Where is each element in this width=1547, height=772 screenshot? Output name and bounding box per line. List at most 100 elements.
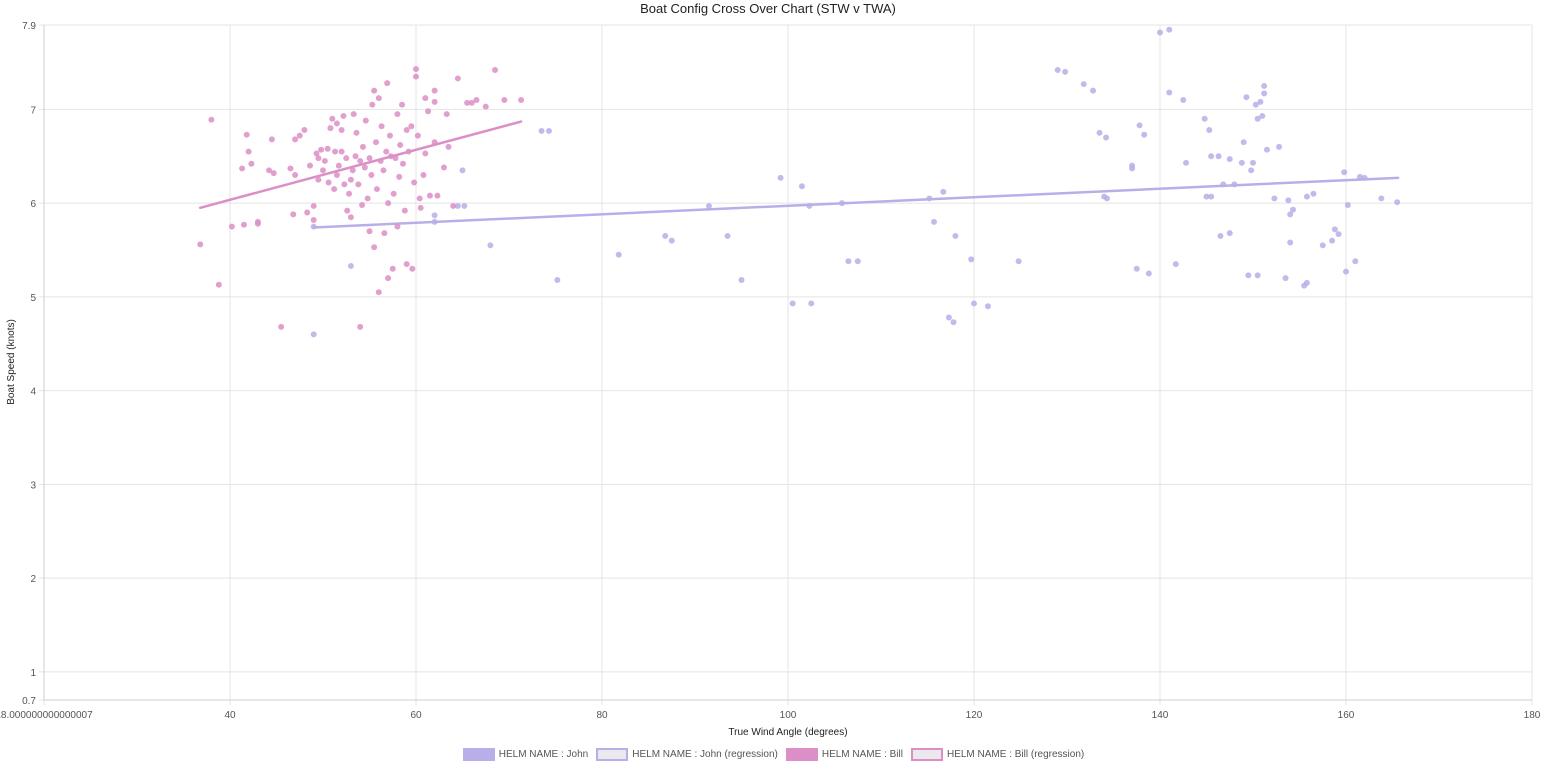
legend-item[interactable]: HELM NAME : Bill (regression) <box>910 747 1084 761</box>
data-point[interactable] <box>1289 206 1296 213</box>
legend-item[interactable]: HELM NAME : Bill <box>785 747 903 761</box>
data-point[interactable] <box>518 97 525 103</box>
data-point[interactable] <box>384 80 391 87</box>
data-point[interactable] <box>1217 232 1224 239</box>
data-point[interactable] <box>738 277 745 283</box>
data-point[interactable] <box>1394 199 1401 206</box>
data-point[interactable] <box>389 265 396 272</box>
data-point[interactable] <box>468 99 475 106</box>
data-point[interactable] <box>1208 153 1215 160</box>
data-point[interactable] <box>1261 90 1268 97</box>
data-point[interactable] <box>1220 181 1227 188</box>
data-point[interactable] <box>931 218 938 225</box>
data-point[interactable] <box>968 256 975 263</box>
data-point[interactable] <box>239 165 246 172</box>
data-point[interactable] <box>270 170 277 177</box>
data-point[interactable] <box>324 145 331 152</box>
data-point[interactable] <box>349 167 356 174</box>
data-point[interactable] <box>1054 67 1061 73</box>
data-point[interactable] <box>668 237 675 244</box>
data-point[interactable] <box>386 132 393 139</box>
data-point[interactable] <box>425 108 432 115</box>
data-point[interactable] <box>422 150 429 157</box>
data-point[interactable] <box>333 120 340 127</box>
data-point[interactable] <box>806 202 813 209</box>
data-point[interactable] <box>1145 270 1152 277</box>
data-point[interactable] <box>777 174 784 181</box>
data-point[interactable] <box>340 112 347 119</box>
data-point[interactable] <box>332 148 339 155</box>
data-point[interactable] <box>373 139 380 146</box>
data-point[interactable] <box>1090 87 1097 94</box>
data-point[interactable] <box>352 153 359 160</box>
data-point[interactable] <box>798 183 805 190</box>
data-point[interactable] <box>197 241 204 248</box>
data-point[interactable] <box>1226 156 1233 163</box>
data-point[interactable] <box>1203 193 1210 200</box>
data-point[interactable] <box>375 289 382 296</box>
data-point[interactable] <box>310 331 317 338</box>
data-point[interactable] <box>473 97 480 103</box>
data-point[interactable] <box>461 202 468 209</box>
data-point[interactable] <box>1231 181 1238 188</box>
data-point[interactable] <box>1245 272 1252 279</box>
data-point[interactable] <box>371 87 378 94</box>
data-point[interactable] <box>343 155 350 162</box>
data-point[interactable] <box>1285 197 1292 204</box>
data-point[interactable] <box>347 262 354 269</box>
data-point[interactable] <box>413 66 419 73</box>
data-point[interactable] <box>364 195 371 202</box>
data-point[interactable] <box>245 148 252 155</box>
data-point[interactable] <box>1310 190 1317 197</box>
data-point[interactable] <box>450 202 457 209</box>
data-point[interactable] <box>431 218 438 225</box>
data-point[interactable] <box>464 99 471 106</box>
data-point[interactable] <box>403 127 410 133</box>
data-point[interactable] <box>268 136 275 143</box>
data-point[interactable] <box>501 97 508 103</box>
data-point[interactable] <box>362 117 369 124</box>
data-point[interactable] <box>380 167 387 174</box>
data-point[interactable] <box>1136 122 1143 129</box>
data-point[interactable] <box>320 167 326 174</box>
data-point[interactable] <box>347 176 354 183</box>
data-point[interactable] <box>296 132 303 139</box>
data-point[interactable] <box>397 142 404 148</box>
data-point[interactable] <box>347 214 354 221</box>
data-point[interactable] <box>1257 98 1264 105</box>
data-point[interactable] <box>401 207 408 214</box>
legend-item[interactable]: HELM NAME : John <box>462 747 588 761</box>
data-point[interactable] <box>945 314 952 321</box>
data-point[interactable] <box>335 162 342 169</box>
data-point[interactable] <box>338 127 345 133</box>
data-point[interactable] <box>392 155 399 162</box>
data-point[interactable] <box>1356 173 1363 180</box>
data-point[interactable] <box>1250 159 1256 166</box>
data-point[interactable] <box>321 157 328 164</box>
data-point[interactable] <box>808 300 815 307</box>
data-point[interactable] <box>1271 195 1278 202</box>
data-point[interactable] <box>724 232 731 239</box>
data-point[interactable] <box>1015 258 1022 265</box>
data-point[interactable] <box>416 195 423 202</box>
data-point[interactable] <box>1361 174 1368 181</box>
data-point[interactable] <box>385 200 392 207</box>
data-point[interactable] <box>1103 195 1110 202</box>
data-point[interactable] <box>443 111 450 118</box>
data-point[interactable] <box>1331 226 1338 233</box>
data-point[interactable] <box>1208 193 1215 200</box>
data-point[interactable] <box>240 221 247 228</box>
data-point[interactable] <box>1238 159 1245 166</box>
data-point[interactable] <box>1343 268 1349 275</box>
data-point[interactable] <box>459 167 466 174</box>
data-point[interactable] <box>368 172 375 178</box>
data-point[interactable] <box>243 131 250 138</box>
data-point[interactable] <box>1303 193 1310 200</box>
data-point[interactable] <box>409 265 416 272</box>
data-point[interactable] <box>408 123 415 130</box>
data-point[interactable] <box>341 181 348 188</box>
data-point[interactable] <box>313 150 320 157</box>
data-point[interactable] <box>1243 94 1250 101</box>
data-point[interactable] <box>396 173 403 180</box>
data-point[interactable] <box>1287 239 1294 246</box>
